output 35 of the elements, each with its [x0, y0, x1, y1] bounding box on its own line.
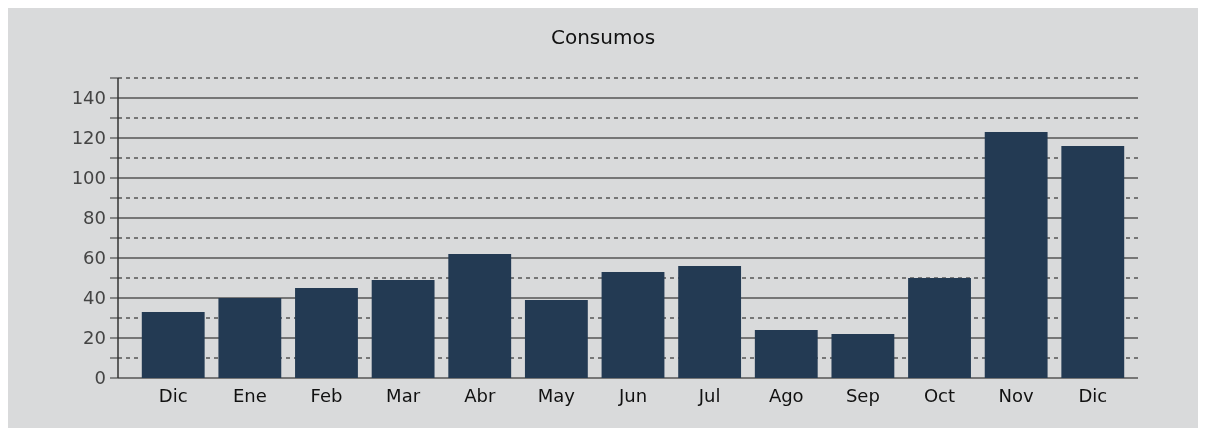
bar [754, 330, 818, 378]
x-tick-label: Feb [310, 385, 343, 406]
bar [908, 278, 971, 378]
x-tick-label: Sep [845, 385, 880, 406]
x-tick-label: Jul [697, 385, 721, 406]
x-tick-label: Ago [768, 385, 804, 406]
bar [601, 272, 665, 378]
bar [295, 288, 358, 378]
bar [984, 132, 1048, 378]
x-tick-label: Nov [998, 385, 1035, 406]
x-tick-label: Jun [617, 385, 648, 406]
y-tick-label: 80 [83, 207, 106, 229]
bar [218, 298, 282, 378]
bar [524, 300, 588, 378]
x-tick-label: Abr [464, 385, 496, 406]
x-tick-label: May [537, 385, 576, 406]
bar [371, 280, 435, 378]
y-tick-label: 120 [71, 127, 106, 149]
x-tick-label: Mar [386, 385, 421, 406]
bar [678, 266, 742, 378]
chart-title: Consumos [550, 25, 656, 49]
y-tick-label: 60 [83, 247, 106, 269]
x-tick-label: Dic [1078, 385, 1108, 406]
bar [831, 334, 895, 378]
y-tick-label: 40 [83, 287, 106, 309]
x-tick-label: Ene [232, 385, 267, 406]
bar [448, 254, 512, 378]
y-tick-label: 140 [71, 87, 106, 109]
y-tick-label: 0 [94, 367, 106, 389]
x-tick-label: Oct [923, 385, 956, 406]
bar [1061, 146, 1125, 378]
y-tick-label: 100 [71, 167, 106, 189]
bar [141, 312, 205, 378]
x-tick-label: Dic [158, 385, 188, 406]
y-tick-label: 20 [83, 327, 106, 349]
